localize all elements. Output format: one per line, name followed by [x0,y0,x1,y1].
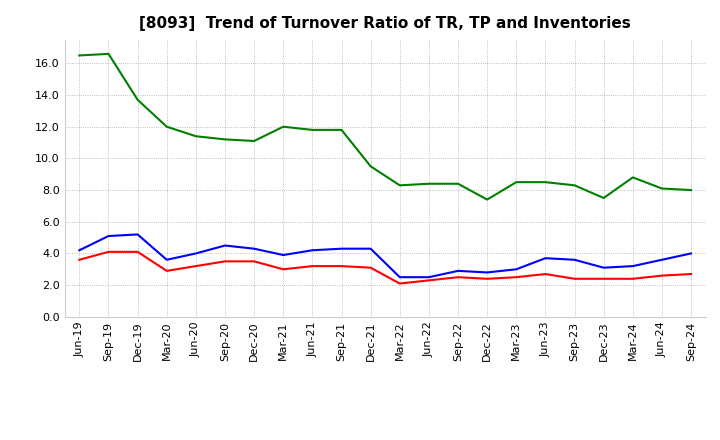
Trade Payables [75,248,84,253]
Trade Receivables [279,267,287,272]
Trade Receivables [629,276,637,282]
Trade Payables [220,243,229,248]
Trade Receivables [395,281,404,286]
Inventories [512,180,521,185]
Inventories [220,137,229,142]
Trade Payables [104,233,113,238]
Inventories [104,51,113,56]
Trade Receivables [75,257,84,262]
Inventories [483,197,492,202]
Inventories [366,164,375,169]
Trade Receivables [541,271,550,277]
Trade Receivables [308,264,317,269]
Inventories [687,187,696,193]
Inventories [308,127,317,132]
Trade Receivables [657,273,666,278]
Inventories [279,124,287,129]
Trade Payables [541,256,550,261]
Trade Payables [308,248,317,253]
Line: Trade Receivables: Trade Receivables [79,252,691,283]
Trade Receivables [133,249,142,254]
Trade Payables [599,265,608,270]
Trade Receivables [599,276,608,282]
Inventories [629,175,637,180]
Trade Payables [395,275,404,280]
Inventories [250,138,258,143]
Inventories [395,183,404,188]
Trade Receivables [687,271,696,277]
Trade Payables [366,246,375,251]
Inventories [541,180,550,185]
Trade Payables [279,253,287,258]
Trade Payables [687,251,696,256]
Trade Receivables [220,259,229,264]
Trade Payables [483,270,492,275]
Trade Payables [425,275,433,280]
Trade Payables [192,251,200,256]
Inventories [163,124,171,129]
Trade Receivables [163,268,171,274]
Inventories [133,97,142,103]
Trade Payables [337,246,346,251]
Inventories [599,195,608,201]
Line: Inventories: Inventories [79,54,691,200]
Line: Trade Payables: Trade Payables [79,235,691,277]
Trade Receivables [192,264,200,269]
Trade Payables [454,268,462,274]
Trade Payables [250,246,258,251]
Inventories [425,181,433,187]
Trade Receivables [483,276,492,282]
Inventories [570,183,579,188]
Trade Payables [133,232,142,237]
Trade Receivables [454,275,462,280]
Trade Receivables [104,249,113,254]
Trade Payables [570,257,579,262]
Trade Payables [512,267,521,272]
Inventories [337,127,346,132]
Inventories [192,134,200,139]
Trade Payables [163,257,171,262]
Inventories [75,53,84,58]
Trade Payables [657,257,666,262]
Inventories [657,186,666,191]
Trade Receivables [425,278,433,283]
Inventories [454,181,462,187]
Title: [8093]  Trend of Turnover Ratio of TR, TP and Inventories: [8093] Trend of Turnover Ratio of TR, TP… [140,16,631,32]
Trade Receivables [512,275,521,280]
Trade Payables [629,264,637,269]
Trade Receivables [570,276,579,282]
Trade Receivables [366,265,375,270]
Trade Receivables [337,264,346,269]
Trade Receivables [250,259,258,264]
